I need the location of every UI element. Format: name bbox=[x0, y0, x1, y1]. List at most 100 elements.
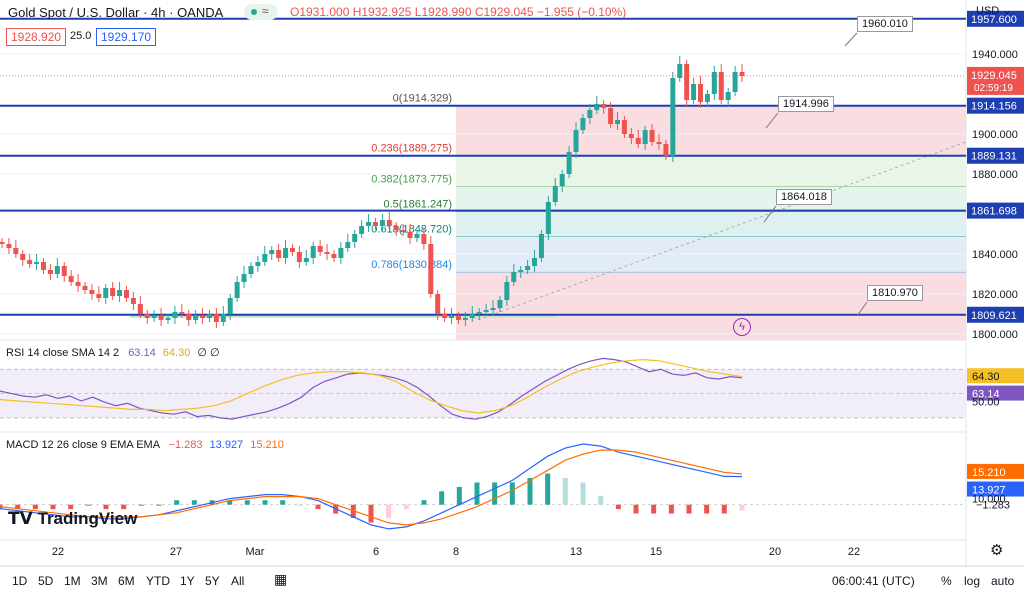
ohlc-readout: O1931.000 H1932.925 L1928.990 C1929.045 … bbox=[290, 5, 627, 19]
macd-hist-bar-11 bbox=[191, 500, 197, 505]
candle-body-42 bbox=[289, 248, 295, 252]
macd-hist-bar-33 bbox=[580, 482, 586, 505]
macd-hist-bar-2 bbox=[32, 504, 38, 510]
candle-body-86 bbox=[594, 104, 600, 110]
log-toggle[interactable]: log bbox=[964, 574, 981, 588]
candle-body-25 bbox=[172, 312, 178, 318]
timeframe-1d[interactable]: 1D bbox=[12, 574, 28, 588]
candle-body-44 bbox=[303, 258, 309, 262]
fib-zone-2 bbox=[456, 186, 966, 212]
tradingview-logo[interactable]: 𝗧𝗩 TradingView bbox=[8, 509, 137, 529]
market-status-badge[interactable]: ≈ bbox=[244, 4, 278, 20]
macd-value-text: 13.927 bbox=[209, 439, 244, 451]
candle-body-19 bbox=[130, 298, 136, 304]
callout-1810[interactable]: 1810.970 bbox=[867, 285, 923, 301]
rsi-sma-line bbox=[0, 358, 743, 414]
candle-body-57 bbox=[393, 226, 399, 230]
candle-body-24 bbox=[165, 318, 171, 320]
date-tick-2: Mar bbox=[246, 546, 265, 558]
macd-hist-bar-20 bbox=[350, 504, 356, 519]
price-tick-1: 1820.000 bbox=[972, 289, 1018, 301]
candle-body-9 bbox=[61, 266, 67, 276]
candle-body-103 bbox=[711, 72, 717, 94]
fib-zone-0 bbox=[456, 105, 966, 156]
macd-signal-line bbox=[0, 449, 743, 526]
candle-body-27 bbox=[186, 314, 192, 320]
macd-hist-bar-38 bbox=[668, 504, 674, 514]
timeframe-3m[interactable]: 3M bbox=[91, 574, 108, 588]
currency-label[interactable]: USD ⌄ bbox=[976, 4, 1012, 17]
candle-body-17 bbox=[117, 290, 123, 296]
macd-hist-bar-37 bbox=[651, 504, 657, 514]
timeframe-6m[interactable]: 6M bbox=[118, 574, 135, 588]
candle-body-21 bbox=[144, 314, 150, 318]
auto-toggle[interactable]: auto bbox=[991, 574, 1015, 588]
candle-body-104 bbox=[718, 72, 724, 100]
macd-hist-bar-42 bbox=[739, 504, 745, 511]
lightning-event-icon[interactable]: ϟ bbox=[733, 318, 751, 336]
timeframe-5d[interactable]: 5D bbox=[38, 574, 54, 588]
macd-legend[interactable]: MACD 12 26 close 9 EMA EMA −1.283 13.927… bbox=[6, 439, 284, 451]
candle-body-2 bbox=[13, 248, 19, 254]
callout-1864[interactable]: 1864.018 bbox=[776, 189, 832, 205]
level-tag-bg-3 bbox=[967, 202, 1024, 219]
callout-1914[interactable]: 1914.996 bbox=[778, 96, 834, 112]
candle-body-73 bbox=[504, 282, 510, 300]
candle-body-72 bbox=[497, 300, 503, 308]
macd-tag-bg bbox=[967, 481, 1024, 497]
level-tag-1: 1914.156 bbox=[971, 101, 1017, 113]
candle-body-79 bbox=[545, 202, 551, 234]
rsi-legend[interactable]: RSI 14 close SMA 14 2 63.14 64.30 ∅ ∅ bbox=[6, 346, 220, 359]
date-range-calendar-icon[interactable]: ▦ bbox=[274, 571, 288, 587]
current-price-tag: 1929.045 bbox=[971, 70, 1017, 82]
price-tick-3: 1880.000 bbox=[972, 169, 1018, 181]
candle-body-91 bbox=[628, 134, 634, 138]
rsi-sma-value-text: 64.30 bbox=[162, 347, 191, 359]
candle-body-80 bbox=[552, 186, 558, 202]
candle-body-63 bbox=[435, 294, 441, 314]
ask-price-box[interactable]: 1929.170 bbox=[96, 28, 157, 46]
rsi-tick-50: 50.00 bbox=[972, 397, 1000, 409]
macd-tag: 13.927 bbox=[972, 485, 1006, 497]
currency-text: USD bbox=[976, 5, 1000, 17]
timeframe-1y[interactable]: 1Y bbox=[180, 574, 195, 588]
candle-body-45 bbox=[310, 246, 316, 258]
macd-hist-bar-34 bbox=[598, 495, 604, 505]
fib-label-1: 0.236(1889.275) bbox=[371, 142, 452, 154]
level-tag-bg-1 bbox=[967, 97, 1024, 114]
macd-hist-bar-8 bbox=[138, 504, 144, 506]
level-tag-bg-0 bbox=[967, 10, 1024, 27]
timeframe-5y[interactable]: 5Y bbox=[205, 574, 220, 588]
candle-body-77 bbox=[532, 258, 538, 266]
macd-hist-bar-32 bbox=[562, 478, 568, 505]
candle-body-88 bbox=[608, 108, 614, 124]
timeframe-all[interactable]: All bbox=[231, 574, 245, 588]
callout-pointer-0 bbox=[844, 32, 858, 47]
utc-clock[interactable]: 06:00:41 (UTC) bbox=[832, 574, 915, 588]
percent-toggle[interactable]: % bbox=[941, 574, 952, 588]
price-tick-4: 1900.000 bbox=[972, 129, 1018, 141]
market-open-dot-icon bbox=[251, 9, 257, 15]
settings-gear-icon[interactable]: ⚙ bbox=[990, 542, 1004, 559]
timeframe-1m[interactable]: 1M bbox=[64, 574, 81, 588]
macd-hist-bar-25 bbox=[439, 491, 445, 505]
macd-hist-bar-21 bbox=[368, 504, 374, 523]
symbol-title[interactable]: Gold Spot / U.S. Dollar · 4h · OANDA bbox=[8, 5, 224, 20]
fib-label-2: 0.382(1873.775) bbox=[371, 173, 452, 185]
candle-body-105 bbox=[725, 92, 731, 100]
candle-body-92 bbox=[635, 138, 641, 144]
macd-hist-bar-27 bbox=[474, 482, 480, 505]
candle-body-35 bbox=[241, 274, 247, 282]
bid-price-box[interactable]: 1928.920 bbox=[6, 28, 67, 46]
macd-hist-bar-23 bbox=[403, 504, 409, 510]
rsi-sma-tag-bg bbox=[967, 368, 1024, 384]
candle-body-84 bbox=[580, 118, 586, 130]
candle-body-39 bbox=[269, 250, 275, 254]
macd-hist-bar-5 bbox=[85, 504, 91, 506]
macd-hist-bar-6 bbox=[103, 504, 109, 510]
date-tick-1: 27 bbox=[170, 546, 182, 558]
callout-1960[interactable]: 1960.010 bbox=[857, 16, 913, 32]
timeframe-ytd[interactable]: YTD bbox=[146, 574, 170, 588]
